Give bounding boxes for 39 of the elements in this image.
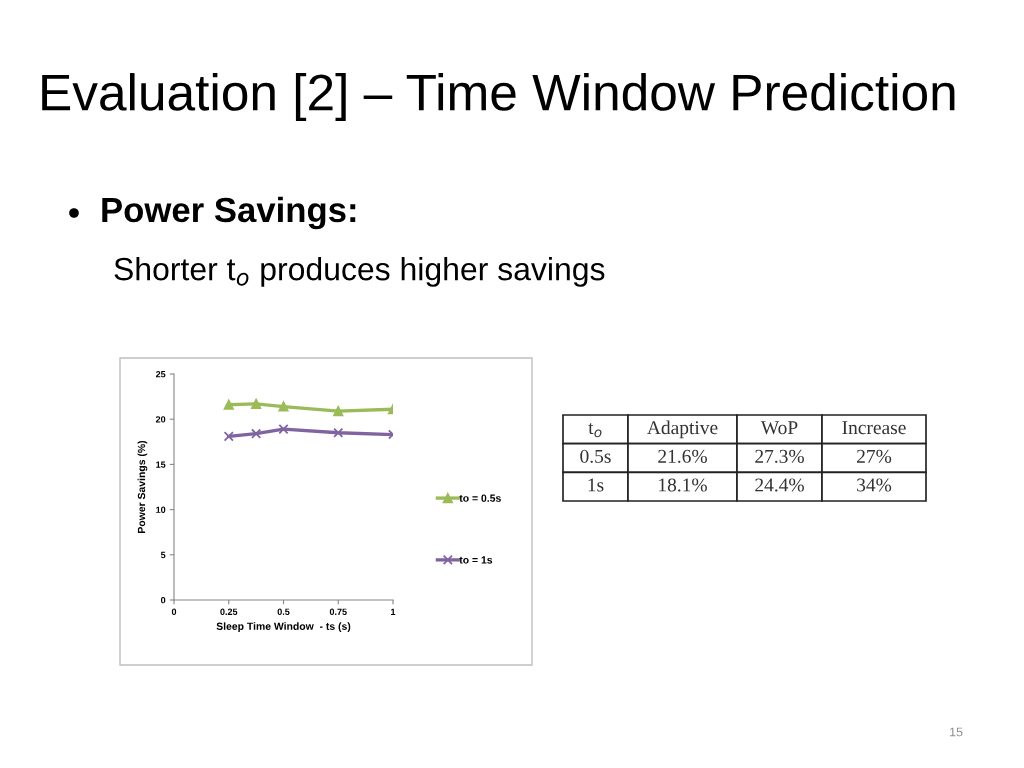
text: Adaptive bbox=[647, 420, 718, 439]
point bbox=[251, 428, 262, 439]
text: 27.3% bbox=[755, 449, 804, 463]
x-axis-title: Sleep Time Window - ts (s) bbox=[216, 622, 351, 633]
text: t$_{o}$ bbox=[588, 422, 602, 438]
text: 18.1% bbox=[659, 478, 707, 492]
legend-label: to = 1s bbox=[459, 556, 493, 564]
chart-subtitle: Power Savings: bbox=[102, 196, 356, 230]
text: 34% bbox=[857, 478, 892, 492]
point bbox=[333, 427, 344, 438]
text: 1s bbox=[588, 478, 604, 492]
x-tick-label: 0.5 bbox=[277, 608, 290, 615]
text: 24.4% bbox=[755, 478, 804, 492]
y-tick-label: 10 bbox=[156, 506, 166, 513]
y-tick-label: 20 bbox=[155, 416, 166, 423]
y-tick-label: 15 bbox=[156, 461, 166, 468]
text: 0.5s bbox=[580, 449, 611, 463]
text: 15 bbox=[950, 727, 963, 737]
legend-label: to = 0.5s bbox=[459, 494, 501, 502]
text: Shorter t$_{o}$ produces higher savings bbox=[114, 256, 605, 287]
x-tick-label: 0.25 bbox=[220, 608, 238, 615]
text: 27% bbox=[857, 449, 892, 463]
point bbox=[251, 398, 262, 409]
point bbox=[333, 405, 344, 417]
y-axis-title: Power Savings (%) bbox=[137, 440, 148, 533]
y-tick-label: 5 bbox=[160, 551, 166, 559]
text: WoP bbox=[760, 421, 798, 435]
y-tick-label: 25 bbox=[155, 370, 166, 378]
text: Evaluation [2] – Time Window Prediction bbox=[42, 73, 955, 121]
x-tick-label: 0.75 bbox=[329, 608, 347, 615]
text: Increase bbox=[842, 421, 906, 435]
point bbox=[278, 424, 289, 435]
point bbox=[223, 399, 234, 410]
y-tick-label: 0 bbox=[161, 596, 166, 604]
text: 21.6% bbox=[658, 449, 707, 463]
x-tick-label: 1 bbox=[391, 608, 396, 615]
point bbox=[278, 401, 289, 412]
point bbox=[223, 431, 234, 442]
x-tick-label: 0 bbox=[171, 608, 177, 615]
